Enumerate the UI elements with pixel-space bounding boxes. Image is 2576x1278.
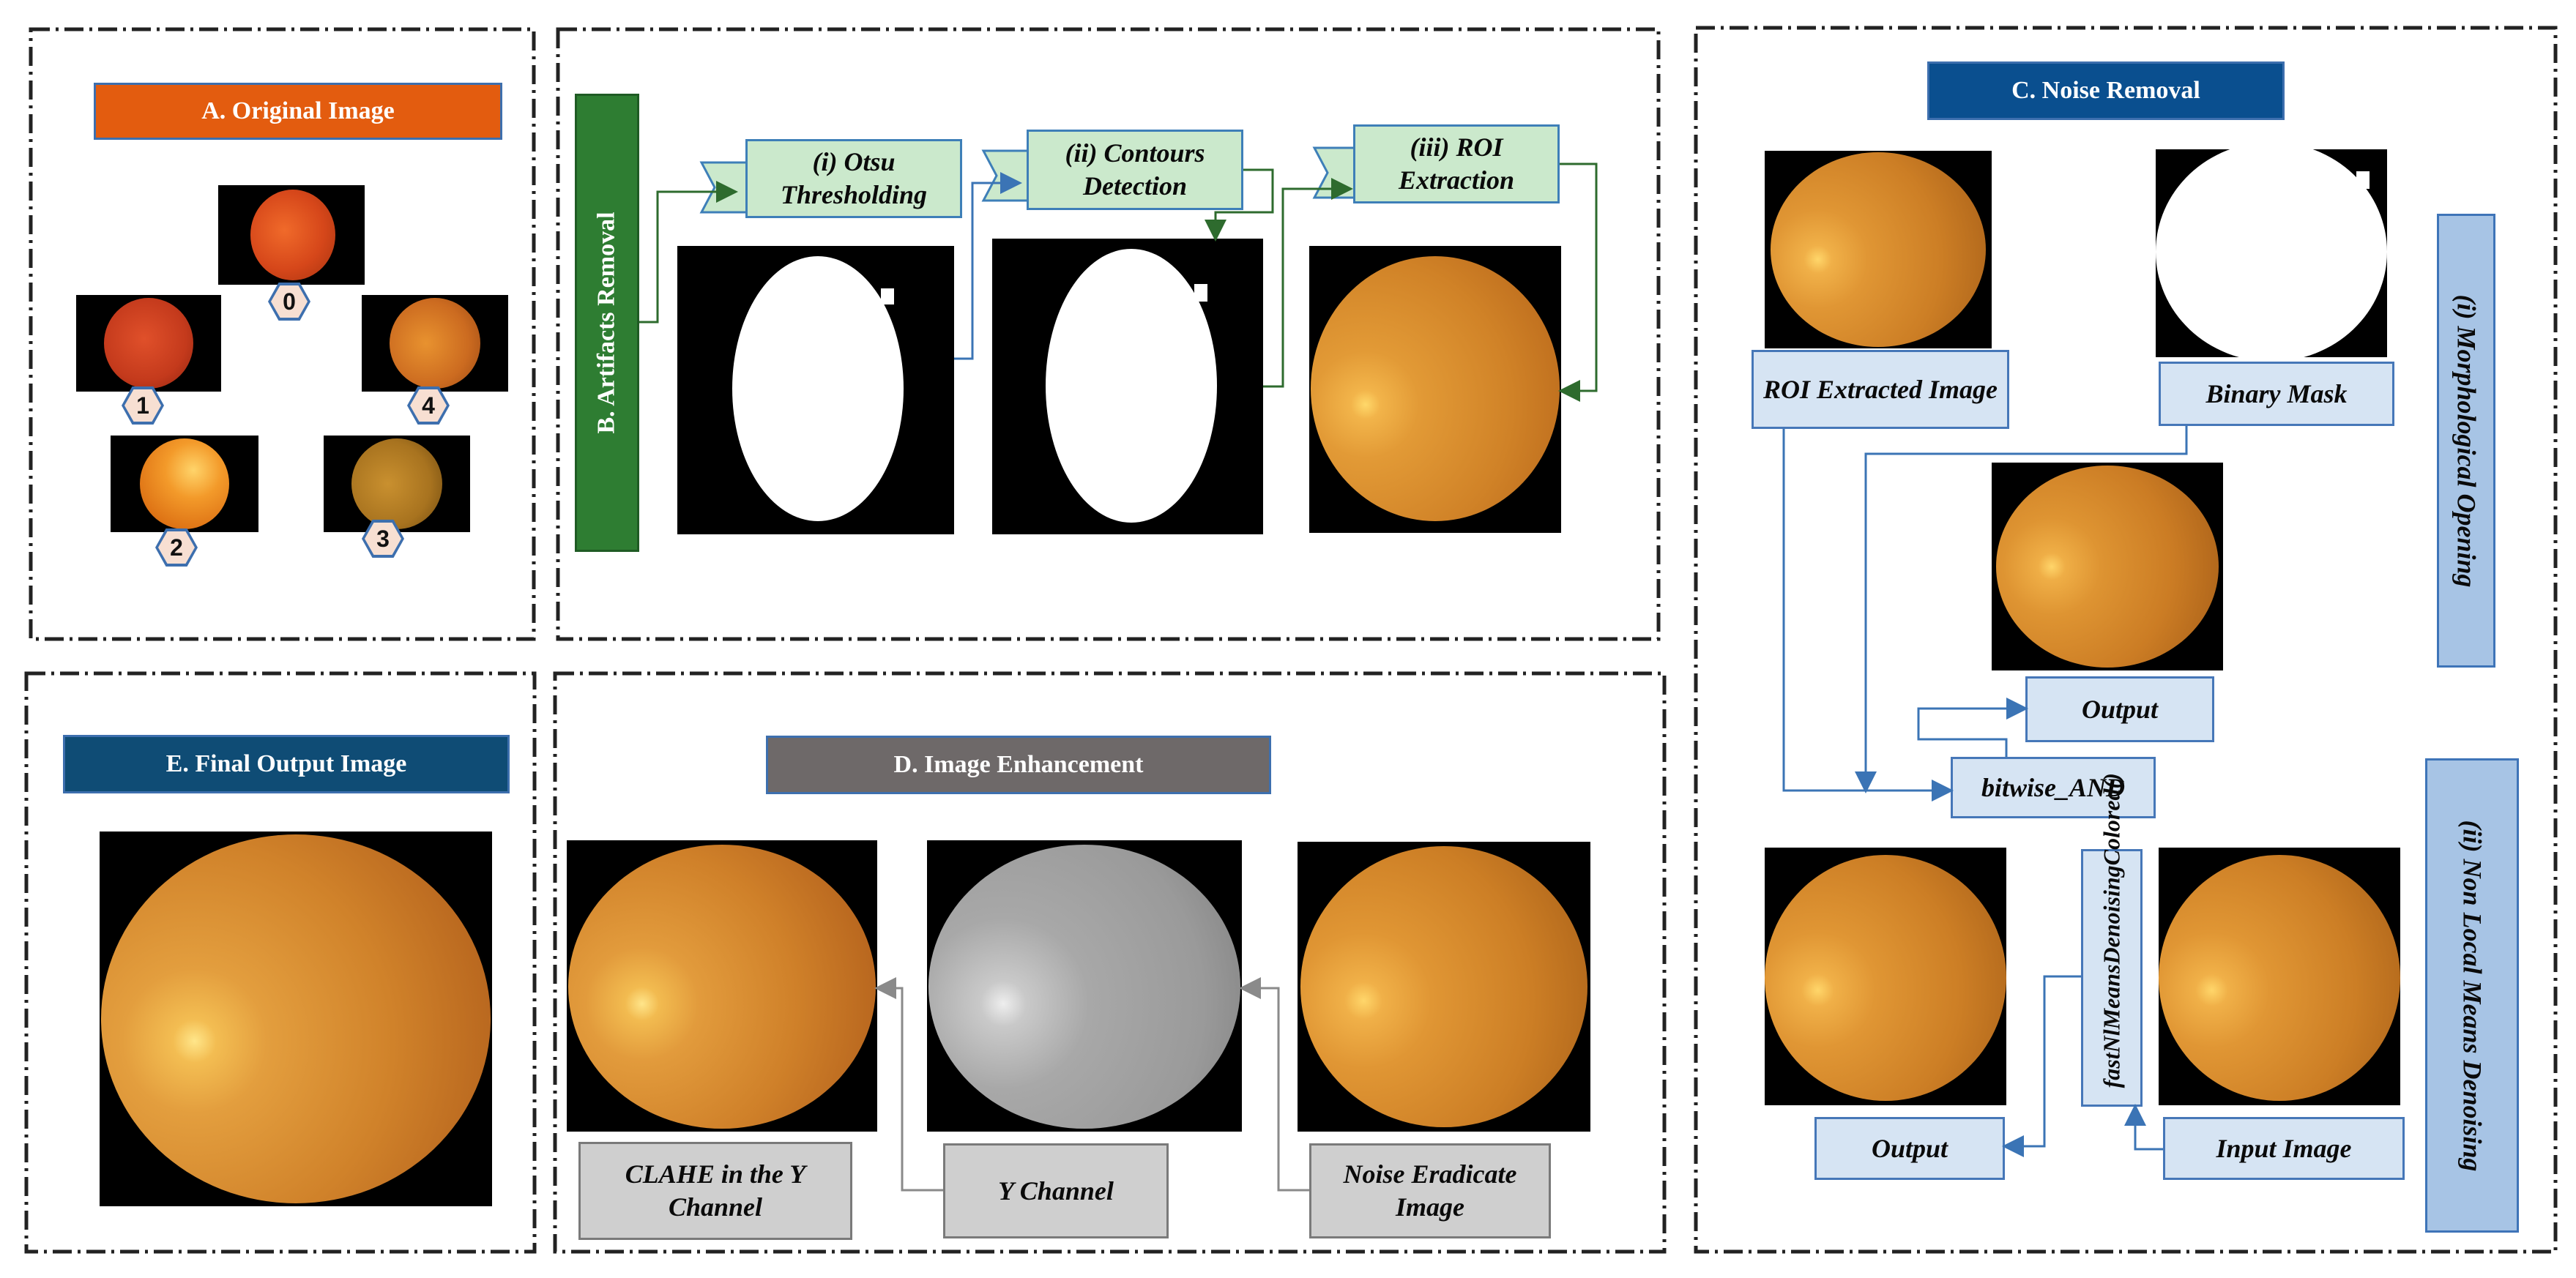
panel-b-border [556, 27, 1661, 641]
nlm-function-label: fastNlMeansDenoisingColored() [2081, 773, 2143, 1107]
section-d-header: D. Image Enhancement [766, 736, 1271, 794]
arrow-input-to-function [2124, 1104, 2163, 1151]
clahe-label: CLAHE in the Y Channel [578, 1142, 852, 1240]
contours-mask-image [992, 239, 1263, 534]
roi-extracted-image [1309, 246, 1561, 533]
binary-mask-image [2156, 149, 2387, 357]
section-a-header: A. Original Image [94, 83, 502, 140]
y-channel-label: Y Channel [943, 1143, 1169, 1238]
arrow-to-otsu [639, 181, 738, 324]
section-e-header: E. Final Output Image [63, 735, 510, 793]
roi-input-image [1765, 151, 1992, 348]
grade-2-image [111, 436, 258, 532]
grade-3-image [324, 436, 470, 532]
morph-output-label: Output [2025, 676, 2214, 742]
arrow-noisefree-to-y [1239, 977, 1309, 1192]
nlm-input-image [2159, 848, 2400, 1105]
grade-4-image [362, 295, 508, 392]
section-c-header: C. Noise Removal [1927, 61, 2285, 120]
noise-free-image [1298, 842, 1590, 1132]
arrow-contours-down [1205, 168, 1274, 242]
grade-1-badge: 1 [122, 386, 164, 425]
nlm-output-label: Output [1814, 1117, 2005, 1180]
noise-free-label: Noise Eradicate Image [1309, 1143, 1551, 1238]
panel-e-border [24, 671, 537, 1254]
panel-a-border [29, 27, 536, 641]
nlm-denoising-title: (ii) Non Local Means Denoising [2425, 758, 2519, 1233]
arrow-function-to-output [2002, 975, 2081, 1157]
otsu-step-label: (i) Otsu Thresholding [745, 139, 962, 218]
panel-c-border [1694, 26, 2558, 1254]
clahe-image [567, 840, 877, 1132]
grade-0-image [218, 185, 365, 285]
roi-extracted-label: ROI Extracted Image [1752, 350, 2009, 429]
section-b-header: B. Artifacts Removal [575, 94, 639, 552]
contours-step-label: (ii) Contours Detection [1027, 130, 1243, 210]
grade-1-image [76, 295, 221, 392]
final-output-image [100, 832, 492, 1206]
arrow-otsu-to-contours [954, 172, 1022, 360]
arrow-roi-to-and [1782, 429, 1954, 801]
arrow-contours-to-roi [1263, 178, 1353, 388]
nlm-input-label: Input Image [2163, 1117, 2405, 1180]
y-channel-image [927, 840, 1242, 1132]
arrow-and-to-output [1917, 698, 2028, 757]
arrow-y-to-clahe [874, 977, 943, 1192]
otsu-mask-image [677, 246, 954, 534]
bitwise-and-label: bitwise_AND [1951, 757, 2156, 818]
roi-step-label: (iii) ROI Extraction [1353, 124, 1560, 203]
grade-4-badge: 4 [407, 386, 450, 425]
arrow-roi-down [1558, 162, 1598, 402]
grade-3-badge: 3 [362, 520, 404, 558]
nlm-output-image [1765, 848, 2006, 1105]
grade-2-badge: 2 [155, 528, 198, 567]
arrow-mask-to-and [1855, 426, 2188, 793]
panel-d-border [553, 671, 1667, 1254]
morph-opening-title: (i) Morphological Opening [2437, 214, 2495, 668]
binary-mask-label: Binary Mask [2159, 362, 2394, 426]
morph-output-image [1992, 463, 2223, 670]
